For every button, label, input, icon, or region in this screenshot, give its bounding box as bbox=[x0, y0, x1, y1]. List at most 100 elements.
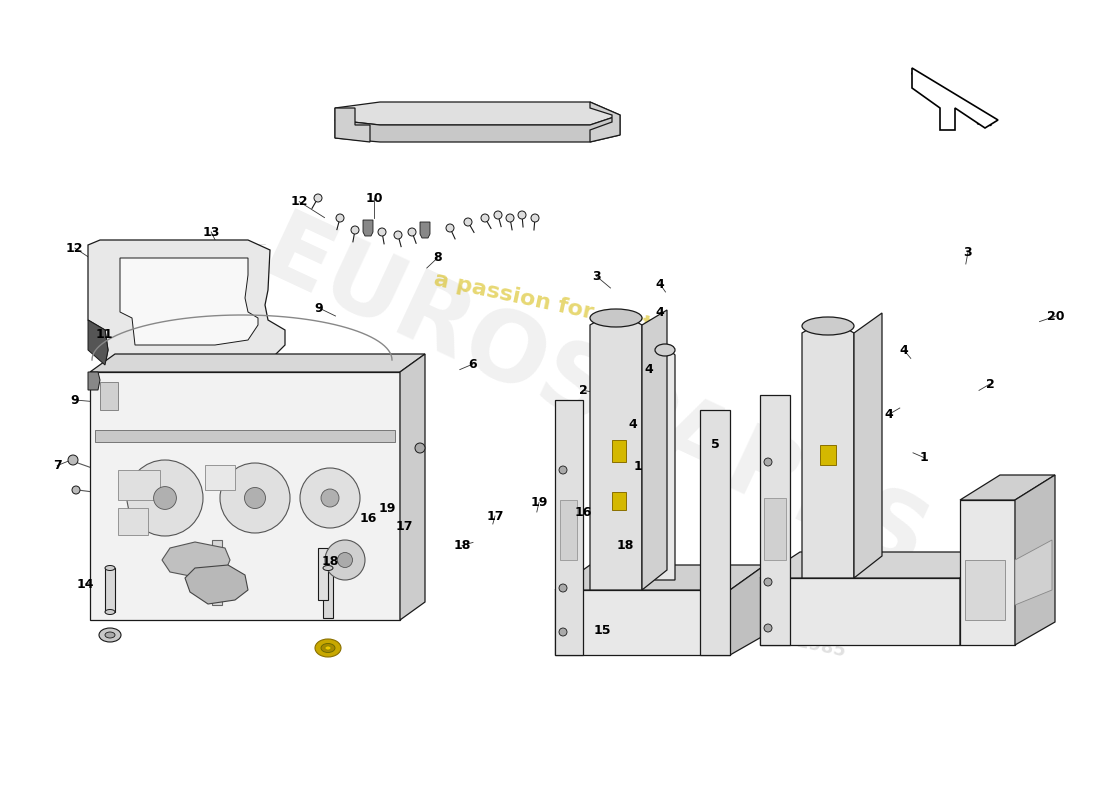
Polygon shape bbox=[88, 240, 285, 365]
Text: EUROSPARES: EUROSPARES bbox=[248, 206, 940, 594]
Polygon shape bbox=[854, 313, 882, 578]
Text: 9: 9 bbox=[315, 302, 323, 314]
Circle shape bbox=[314, 194, 322, 202]
Text: since 1985: since 1985 bbox=[737, 620, 847, 660]
Text: 5: 5 bbox=[711, 438, 719, 450]
Ellipse shape bbox=[300, 468, 360, 528]
Ellipse shape bbox=[324, 646, 331, 650]
Polygon shape bbox=[612, 440, 626, 462]
Ellipse shape bbox=[324, 540, 365, 580]
Ellipse shape bbox=[99, 628, 121, 642]
Polygon shape bbox=[642, 310, 667, 590]
Text: 18: 18 bbox=[321, 555, 339, 568]
Ellipse shape bbox=[321, 643, 336, 653]
Polygon shape bbox=[612, 492, 626, 510]
Polygon shape bbox=[912, 68, 998, 130]
Polygon shape bbox=[205, 465, 235, 490]
Polygon shape bbox=[400, 354, 425, 620]
Text: 7: 7 bbox=[53, 459, 62, 472]
Polygon shape bbox=[1015, 475, 1055, 645]
Ellipse shape bbox=[104, 610, 116, 614]
Text: 17: 17 bbox=[486, 510, 504, 522]
Circle shape bbox=[531, 214, 539, 222]
Text: 2: 2 bbox=[986, 378, 994, 390]
Polygon shape bbox=[556, 565, 764, 590]
Ellipse shape bbox=[315, 639, 341, 657]
Polygon shape bbox=[336, 108, 370, 142]
Circle shape bbox=[378, 228, 386, 236]
Polygon shape bbox=[760, 552, 1000, 578]
Text: 11: 11 bbox=[96, 328, 113, 341]
Polygon shape bbox=[760, 578, 960, 645]
Text: a passion for parts: a passion for parts bbox=[432, 270, 668, 338]
Text: 19: 19 bbox=[530, 496, 548, 509]
Text: 17: 17 bbox=[396, 520, 414, 533]
Polygon shape bbox=[1015, 540, 1052, 605]
Ellipse shape bbox=[244, 487, 265, 509]
Polygon shape bbox=[590, 102, 620, 142]
Text: 6: 6 bbox=[469, 358, 477, 370]
Polygon shape bbox=[802, 318, 854, 578]
Polygon shape bbox=[556, 400, 583, 655]
Circle shape bbox=[72, 486, 80, 494]
Text: 8: 8 bbox=[433, 251, 442, 264]
Text: 3: 3 bbox=[964, 246, 972, 258]
Text: 1: 1 bbox=[634, 460, 642, 473]
Polygon shape bbox=[212, 540, 222, 605]
Polygon shape bbox=[95, 430, 395, 442]
Polygon shape bbox=[336, 115, 620, 142]
Ellipse shape bbox=[802, 317, 854, 335]
Polygon shape bbox=[556, 590, 730, 655]
Ellipse shape bbox=[154, 486, 176, 510]
Polygon shape bbox=[336, 102, 620, 125]
Text: 20: 20 bbox=[1047, 310, 1065, 322]
Text: 3: 3 bbox=[592, 270, 601, 282]
Text: 16: 16 bbox=[574, 506, 592, 518]
Text: 12: 12 bbox=[66, 242, 84, 254]
Polygon shape bbox=[100, 382, 118, 410]
Polygon shape bbox=[960, 475, 1055, 500]
Polygon shape bbox=[590, 310, 642, 590]
Polygon shape bbox=[104, 568, 116, 612]
Circle shape bbox=[415, 443, 425, 453]
Ellipse shape bbox=[104, 632, 116, 638]
Polygon shape bbox=[363, 220, 373, 236]
Text: 4: 4 bbox=[884, 408, 893, 421]
Ellipse shape bbox=[654, 344, 675, 356]
Polygon shape bbox=[960, 552, 1000, 645]
Text: 12: 12 bbox=[290, 195, 308, 208]
Text: 4: 4 bbox=[645, 363, 653, 376]
Ellipse shape bbox=[321, 489, 339, 507]
Text: 19: 19 bbox=[378, 502, 396, 514]
Circle shape bbox=[494, 211, 502, 219]
Polygon shape bbox=[118, 508, 148, 535]
Ellipse shape bbox=[104, 566, 116, 570]
Ellipse shape bbox=[338, 553, 352, 567]
Circle shape bbox=[68, 455, 78, 465]
Polygon shape bbox=[162, 542, 230, 578]
Polygon shape bbox=[965, 560, 1005, 620]
Text: 14: 14 bbox=[77, 578, 95, 590]
Text: 10: 10 bbox=[365, 192, 383, 205]
Circle shape bbox=[764, 624, 772, 632]
Text: 4: 4 bbox=[900, 344, 909, 357]
Polygon shape bbox=[730, 565, 764, 655]
Polygon shape bbox=[90, 372, 400, 620]
Text: 13: 13 bbox=[202, 226, 220, 238]
Circle shape bbox=[351, 226, 359, 234]
Polygon shape bbox=[700, 410, 730, 655]
Circle shape bbox=[446, 224, 454, 232]
Text: 4: 4 bbox=[628, 418, 637, 430]
Polygon shape bbox=[118, 470, 160, 500]
Circle shape bbox=[481, 214, 490, 222]
Circle shape bbox=[559, 628, 566, 636]
Text: 2: 2 bbox=[579, 384, 587, 397]
Text: 18: 18 bbox=[453, 539, 471, 552]
Text: 4: 4 bbox=[656, 278, 664, 290]
Polygon shape bbox=[420, 222, 430, 238]
Ellipse shape bbox=[220, 463, 290, 533]
Polygon shape bbox=[764, 498, 786, 560]
Circle shape bbox=[408, 228, 416, 236]
Ellipse shape bbox=[323, 566, 333, 570]
Text: 16: 16 bbox=[360, 512, 377, 525]
